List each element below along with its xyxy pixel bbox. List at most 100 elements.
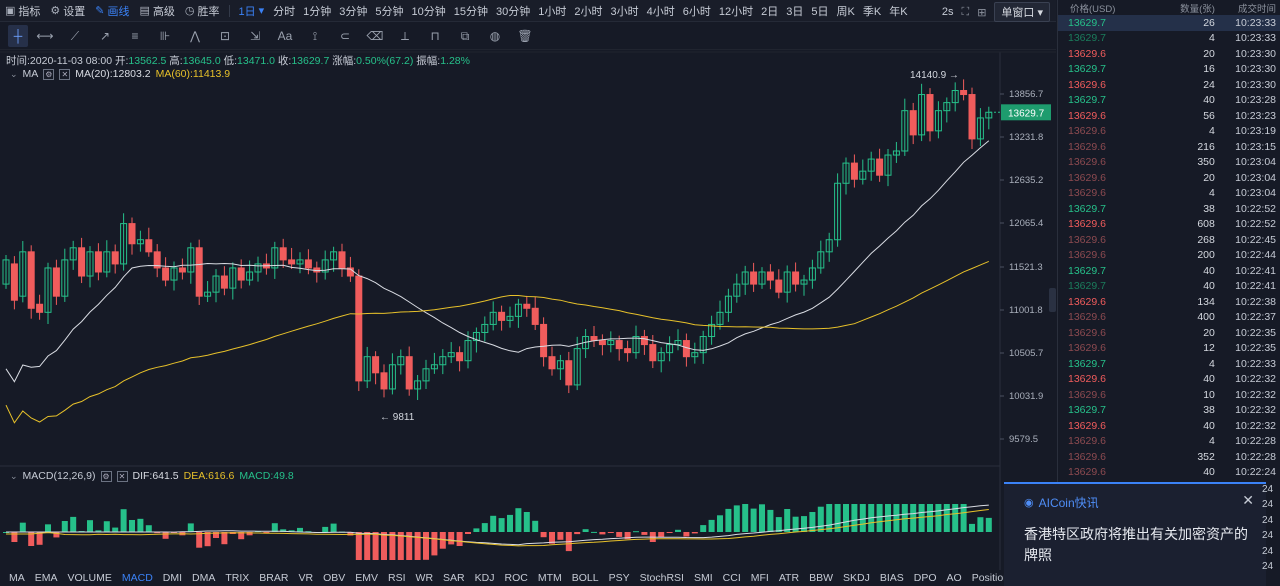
indicator-tab[interactable]: Position xyxy=(971,572,1010,584)
candle xyxy=(405,356,413,390)
indicator-tab[interactable]: KDJ xyxy=(474,572,495,584)
low-label: 低: xyxy=(223,55,238,67)
indicator-tab[interactable]: AO xyxy=(946,572,962,584)
collapse-icon[interactable]: ⌄ xyxy=(10,470,18,481)
eraser-icon[interactable]: ⌫ xyxy=(366,29,384,43)
crosshair-icon[interactable]: ┼ xyxy=(8,25,28,47)
macd-bar xyxy=(515,508,522,532)
period-option[interactable]: 1分钟 xyxy=(303,5,332,18)
indicator-tab[interactable]: EMV xyxy=(355,572,379,584)
period-option[interactable]: 年K xyxy=(889,5,908,18)
period-option[interactable]: 4小时 xyxy=(646,5,675,18)
period-option[interactable]: 10分钟 xyxy=(411,5,446,18)
fibonacci-icon[interactable]: ⊪ xyxy=(159,29,171,43)
indicator-tab[interactable]: ROC xyxy=(504,572,528,584)
period-option[interactable]: 6小时 xyxy=(682,5,711,18)
indicator-tab[interactable]: BRAR xyxy=(259,572,289,584)
indicator-tab[interactable]: MTM xyxy=(537,572,562,584)
toolbar-indicator-button[interactable]: ▣ 指标 xyxy=(0,3,45,19)
kline-chart[interactable]: 13856.7 13231.8 12635.2 12065.4 11521.3 11001… xyxy=(0,0,1056,570)
period-option[interactable]: 3日 xyxy=(786,5,804,18)
period-option[interactable]: 3分钟 xyxy=(339,5,368,18)
trend-line-icon[interactable]: ⟋ xyxy=(70,28,80,43)
ruler-icon[interactable]: ⟂ xyxy=(400,28,409,43)
fullscreen-icon[interactable]: ⛶ xyxy=(961,5,970,18)
settings-icon[interactable]: ⚙ xyxy=(43,68,55,80)
indicator-tab[interactable]: MACD xyxy=(121,572,153,584)
period-option[interactable]: 12小时 xyxy=(718,5,754,18)
indicator-tab[interactable]: DMI xyxy=(162,572,183,584)
period-option[interactable]: 分时 xyxy=(273,5,296,18)
magnet-icon[interactable]: ⊂ xyxy=(339,29,351,43)
indicator-tab[interactable]: DMA xyxy=(192,572,216,584)
indicator-tab[interactable]: SAR xyxy=(443,572,465,584)
indicator-tab[interactable]: TRIX xyxy=(225,572,250,584)
lock-icon[interactable]: ⊓ xyxy=(430,29,440,43)
period-option[interactable]: 周K xyxy=(836,5,855,18)
wave-icon[interactable]: ⋀ xyxy=(190,29,200,43)
period-option[interactable]: 30分钟 xyxy=(496,5,531,18)
toolbar-gear-button[interactable]: ⚙ 设置 xyxy=(45,3,90,19)
ray-icon[interactable]: ↗ xyxy=(99,29,111,43)
indicator-tab[interactable]: BBW xyxy=(809,572,833,584)
period-option[interactable]: 3小时 xyxy=(610,5,639,18)
indicator-tab[interactable]: VOLUME xyxy=(67,572,112,584)
period-option[interactable]: 2日 xyxy=(761,5,779,18)
indicator-tab[interactable]: SMI xyxy=(693,572,713,584)
indicator-tab[interactable]: WR xyxy=(415,572,434,584)
period-select[interactable]: 1日 ▾ xyxy=(234,3,270,19)
macd-bar xyxy=(372,532,379,560)
toolbar-calendar-button[interactable]: ▤ 高级 xyxy=(135,3,180,19)
refresh-interval[interactable]: 2s xyxy=(941,6,954,18)
panel-toggle-button[interactable] xyxy=(1049,288,1056,312)
trade-price: 13629.6 xyxy=(1068,125,1106,138)
news-text[interactable]: 香港特区政府将推出有关加密资产的牌照 xyxy=(1024,526,1248,563)
indicator-tab[interactable]: EMA xyxy=(34,572,58,584)
period-option[interactable]: 5日 xyxy=(811,5,829,18)
indicator-tab[interactable]: ATR xyxy=(778,572,800,584)
indicator-tab[interactable]: CCI xyxy=(722,572,741,584)
side-counter: 24 xyxy=(1262,560,1274,572)
text-icon[interactable]: Aa xyxy=(277,29,293,43)
price-tick-label: 13231.8 xyxy=(1009,132,1043,143)
settings-grid-icon[interactable]: ⊞ xyxy=(977,6,987,19)
indicator-tab[interactable]: VR xyxy=(298,572,314,584)
period-option[interactable]: 1小时 xyxy=(538,5,567,18)
delete-icon[interactable]: 🗑 xyxy=(517,29,533,43)
price-tick-label: 9579.5 xyxy=(1009,434,1038,445)
settings-icon[interactable]: ⚙ xyxy=(100,470,112,482)
indicator-tab[interactable]: DPO xyxy=(913,572,937,584)
measure-icon[interactable]: ⇲ xyxy=(249,29,261,43)
window-mode-select[interactable]: 单窗口 ▾ xyxy=(994,2,1050,22)
indicator-tab[interactable]: PSY xyxy=(608,572,630,584)
copy-icon[interactable]: ⧉ xyxy=(460,28,470,43)
trade-row: 13629.6 4 10:23:19 xyxy=(1058,124,1280,140)
toolbar-pen-button[interactable]: ✎ 画线 xyxy=(90,3,134,19)
close-icon[interactable]: ✕ xyxy=(116,470,128,482)
indicator-tab[interactable]: MA xyxy=(9,572,25,584)
macd-bar xyxy=(154,532,161,534)
period-option[interactable]: 2小时 xyxy=(574,5,603,18)
collapse-icon[interactable]: ⌄ xyxy=(10,68,18,79)
horizontal-line-icon[interactable]: ⟷ xyxy=(36,29,54,43)
period-option[interactable]: 5分钟 xyxy=(375,5,404,18)
brush-icon[interactable]: ⟟ xyxy=(312,28,318,43)
indicator-tab[interactable]: BOLL xyxy=(571,572,599,584)
channel-icon[interactable]: ≡ xyxy=(131,29,139,43)
candle xyxy=(733,283,741,297)
close-icon[interactable]: ✕ xyxy=(1242,492,1254,508)
indicator-tab[interactable]: RSI xyxy=(388,572,406,584)
toolbar-clock-button[interactable]: ◷ 胜率 xyxy=(180,3,225,19)
period-option[interactable]: 15分钟 xyxy=(453,5,489,18)
indicator-tab[interactable]: MFI xyxy=(750,572,769,584)
period-option[interactable]: 季K xyxy=(862,5,882,18)
indicator-tab[interactable]: BIAS xyxy=(879,572,904,584)
close-icon[interactable]: ✕ xyxy=(59,68,71,80)
candle xyxy=(195,247,203,297)
indicator-tab[interactable]: StochRSI xyxy=(639,572,684,584)
hide-icon[interactable]: ◍ xyxy=(489,29,501,43)
indicator-tab[interactable]: SKDJ xyxy=(842,572,870,584)
indicator-tab[interactable]: OBV xyxy=(323,572,346,584)
rectangle-icon[interactable]: ⊡ xyxy=(219,29,231,43)
macd-bar xyxy=(784,509,791,532)
